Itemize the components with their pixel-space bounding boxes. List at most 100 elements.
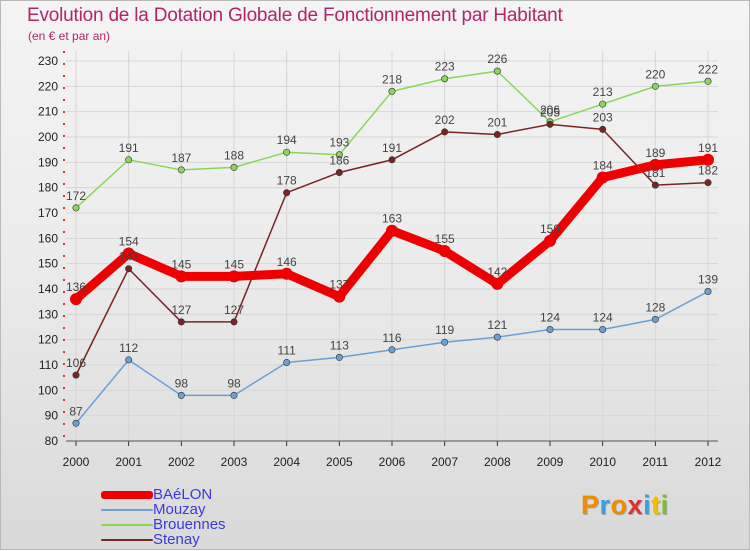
- data-label-mouzay-2005: 113: [330, 338, 349, 352]
- data-label-mouzay-2012: 139: [698, 273, 718, 287]
- logo-letter: i: [643, 490, 652, 520]
- point-balon-2010: [596, 171, 609, 184]
- data-label-balon-2011: 189: [645, 146, 665, 160]
- point-mouzay-2001: [125, 356, 133, 364]
- y-tick-label-120: 120: [38, 333, 58, 347]
- point-balon-2004: [280, 267, 293, 280]
- point-balon-2009: [544, 234, 556, 247]
- data-label-balon-2000: 136: [66, 280, 86, 294]
- y-tick-label-100: 100: [38, 383, 58, 397]
- data-label-stenay-2004: 178: [277, 174, 297, 188]
- data-label-brouennes-2008: 226: [487, 52, 507, 66]
- logo-letter: r: [599, 490, 611, 520]
- legend-label-brouennes: Brouennes: [153, 516, 226, 533]
- data-label-balon-2005: 137: [329, 278, 349, 292]
- point-mouzay-2004: [283, 358, 291, 366]
- point-stenay-2001: [125, 265, 133, 273]
- point-stenay-2010: [599, 125, 607, 133]
- y-tick-label-220: 220: [38, 79, 58, 93]
- data-label-mouzay-2006: 116: [382, 331, 401, 345]
- data-label-brouennes-2006: 218: [382, 72, 402, 86]
- data-label-brouennes-2009: 206: [540, 103, 560, 117]
- data-label-mouzay-2000: 87: [69, 404, 83, 418]
- data-label-stenay-2011: 181: [645, 166, 665, 180]
- y-tick-label-150: 150: [38, 257, 58, 271]
- point-mouzay-2007: [441, 338, 449, 346]
- logo-letter: P: [581, 490, 600, 520]
- x-tick-label-2005: 2005: [326, 455, 353, 469]
- data-label-mouzay-2009: 124: [540, 311, 560, 325]
- data-label-balon-2004: 146: [277, 255, 297, 269]
- point-mouzay-2002: [177, 391, 185, 399]
- point-stenay-2009: [546, 120, 554, 128]
- point-stenay-2007: [441, 128, 449, 136]
- data-label-stenay-2000: 106: [66, 356, 86, 370]
- gridlines: [66, 51, 718, 442]
- data-label-brouennes-2010: 213: [593, 85, 613, 99]
- point-balon-2006: [386, 224, 398, 237]
- point-stenay-2003: [230, 318, 238, 326]
- y-tick-label-80: 80: [45, 434, 59, 448]
- data-label-brouennes-2004: 194: [277, 133, 297, 147]
- x-tick-label-2002: 2002: [168, 455, 195, 469]
- data-label-mouzay-2007: 119: [435, 323, 454, 337]
- data-label-brouennes-2002: 187: [171, 151, 191, 165]
- y-tick-label-130: 130: [38, 307, 58, 321]
- data-label-stenay-2002: 127: [171, 303, 191, 317]
- logo-letter: t: [651, 490, 661, 520]
- logo-letter: x: [627, 490, 644, 520]
- x-tick-label-2009: 2009: [537, 455, 564, 469]
- point-stenay-2011: [651, 181, 659, 189]
- data-label-brouennes-2012: 222: [698, 62, 718, 76]
- y-tick-label-230: 230: [38, 54, 58, 68]
- data-label-balon-2010: 184: [593, 159, 613, 173]
- proxiti-logo[interactable]: Proxiti: [581, 490, 669, 521]
- legend-swatch-baelon: [101, 491, 153, 499]
- data-label-brouennes-2000: 172: [66, 189, 86, 203]
- data-label-stenay-2007: 202: [435, 113, 455, 127]
- data-label-brouennes-2007: 223: [435, 60, 455, 74]
- point-mouzay-2005: [335, 353, 343, 361]
- data-label-mouzay-2002: 98: [175, 376, 189, 390]
- logo-letter: o: [610, 490, 628, 520]
- y-tick-label-160: 160: [38, 231, 58, 245]
- data-label-brouennes-2005: 193: [329, 136, 349, 150]
- data-label-stenay-2005: 186: [329, 153, 349, 167]
- series-layer: [70, 67, 714, 427]
- data-label-stenay-2006: 191: [382, 141, 402, 155]
- point-brouennes-2003: [230, 163, 238, 171]
- point-mouzay-2009: [546, 326, 554, 334]
- point-balon-2007: [438, 245, 451, 257]
- data-label-stenay-2009: 205: [540, 105, 560, 119]
- y-tick-label-190: 190: [38, 155, 58, 169]
- data-label-balon-2003: 145: [224, 257, 244, 271]
- point-mouzay-2000: [72, 419, 80, 427]
- data-label-stenay-2010: 203: [593, 110, 613, 124]
- point-balon-2012: [702, 153, 714, 166]
- data-label-balon-2007: 155: [435, 232, 455, 246]
- point-stenay-2004: [283, 189, 291, 197]
- data-label-balon-2001: 154: [119, 235, 139, 249]
- point-stenay-2000: [72, 371, 80, 379]
- x-tick-label-2000: 2000: [63, 455, 90, 469]
- data-label-mouzay-2004: 111: [278, 343, 297, 357]
- x-tick-label-2012: 2012: [695, 455, 722, 469]
- point-mouzay-2012: [704, 288, 712, 296]
- point-mouzay-2006: [388, 346, 396, 354]
- chart-subtitle: (en € et par an): [28, 29, 111, 43]
- point-brouennes-2008: [493, 67, 501, 75]
- y-tick-label-200: 200: [38, 130, 58, 144]
- legend-swatch-mouzay: [101, 509, 153, 511]
- point-mouzay-2010: [599, 326, 607, 334]
- logo-letter: i: [660, 490, 669, 520]
- point-balon-2008: [491, 277, 504, 290]
- point-stenay-2005: [335, 168, 343, 176]
- data-label-mouzay-2010: 124: [593, 311, 613, 325]
- point-brouennes-2002: [177, 166, 185, 174]
- point-brouennes-2010: [599, 100, 607, 108]
- x-tick-label-2007: 2007: [431, 455, 458, 469]
- y-tick-label-90: 90: [45, 409, 59, 423]
- y-tick-label-210: 210: [38, 105, 58, 119]
- point-brouennes-2012: [704, 77, 712, 85]
